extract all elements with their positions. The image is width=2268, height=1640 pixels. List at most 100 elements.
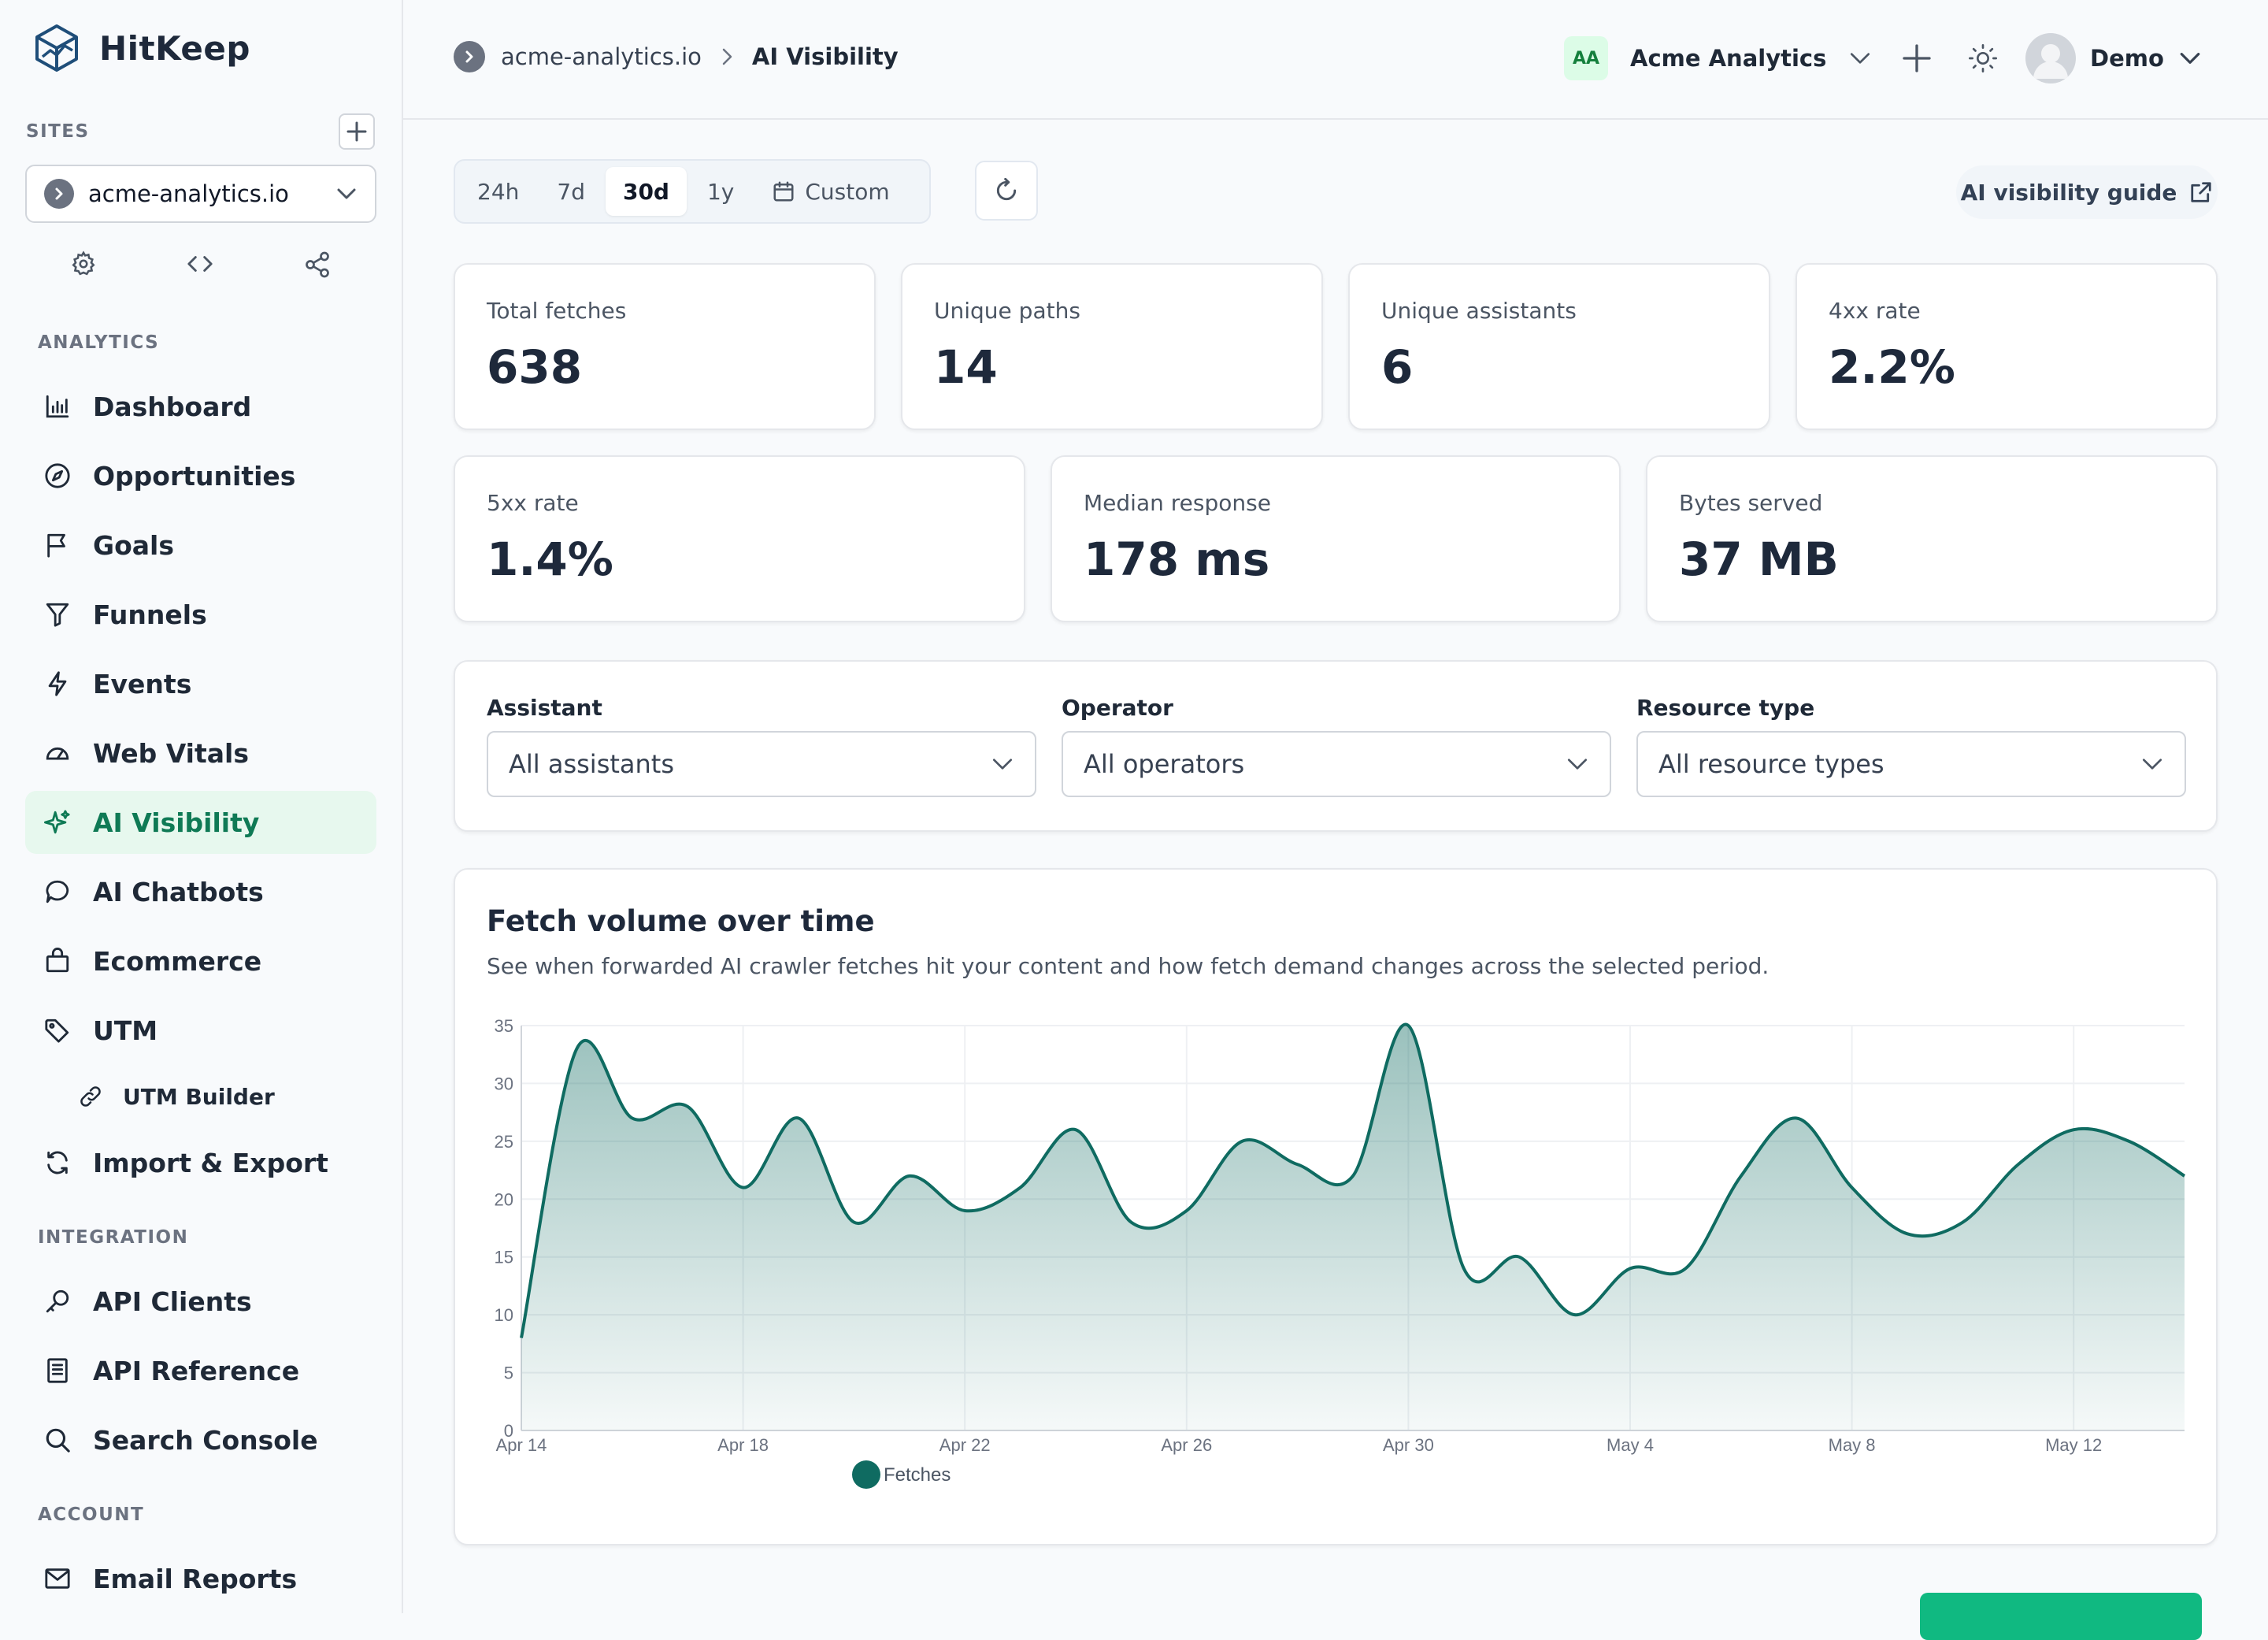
range-30d-button[interactable]: 30d: [606, 167, 687, 216]
sidebar-item-email-reports[interactable]: Email Reports: [25, 1547, 376, 1610]
search-icon: [43, 1425, 72, 1455]
sidebar-item-opportunities[interactable]: Opportunities: [25, 444, 376, 507]
theme-sun-icon[interactable]: [1967, 43, 1999, 74]
sidebar-item-label: Dashboard: [93, 391, 251, 422]
stat-card-unique-paths: Unique paths 14: [901, 263, 1323, 430]
mail-icon: [43, 1564, 72, 1594]
stat-label: 4xx rate: [1829, 298, 1921, 324]
stat-value: 2.2%: [1829, 340, 1955, 394]
primary-action-button[interactable]: [1920, 1593, 2202, 1640]
range-24h-button[interactable]: 24h: [460, 167, 536, 216]
sidebar-item-api-clients[interactable]: API Clients: [25, 1270, 376, 1333]
add-site-button[interactable]: [339, 113, 375, 150]
ai-visibility-guide-button[interactable]: AI visibility guide: [1956, 165, 2218, 219]
filter-label-assistant: Assistant: [487, 695, 602, 721]
filters-panel: Assistant All assistants Operator All op…: [454, 660, 2218, 832]
sidebar-item-utm[interactable]: UTM: [25, 999, 376, 1062]
stat-card-4xx-rate: 4xx rate 2.2%: [1796, 263, 2218, 430]
link-icon: [76, 1082, 106, 1111]
sidebar-item-api-reference[interactable]: API Reference: [25, 1339, 376, 1402]
chevron-down-icon: [1566, 752, 1589, 776]
y-tick-label: 35: [495, 1016, 513, 1036]
sidebar-item-ai-visibility[interactable]: AI Visibility: [25, 791, 376, 854]
x-tick-label: Apr 22: [939, 1435, 991, 1455]
bar-chart-icon: [43, 391, 72, 421]
calendar-icon: [772, 180, 795, 203]
y-tick-label: 25: [495, 1132, 513, 1152]
refresh-icon: [994, 178, 1019, 203]
sidebar: HitKeep SITES acme-analytics.io ANALYTIC…: [0, 0, 403, 1613]
sidebar-item-ai-chatbots[interactable]: AI Chatbots: [25, 860, 376, 923]
filter-label-operator: Operator: [1062, 695, 1173, 721]
range-1y-button[interactable]: 1y: [690, 167, 751, 216]
stat-label: Total fetches: [487, 298, 626, 324]
range-custom-button[interactable]: Custom: [754, 167, 906, 216]
chevron-down-icon: [1848, 46, 1872, 70]
app-logo[interactable]: HitKeep: [35, 24, 250, 72]
org-name: Acme Analytics: [1630, 45, 1826, 72]
sparkles-icon: [43, 807, 72, 837]
selected-site: acme-analytics.io: [88, 180, 321, 207]
compass-icon: [43, 461, 72, 491]
sidebar-item-funnels[interactable]: Funnels: [25, 583, 376, 646]
operator-select-value: All operators: [1084, 749, 1244, 779]
sidebar-item-goals[interactable]: Goals: [25, 514, 376, 577]
sidebar-item-search-console[interactable]: Search Console: [25, 1408, 376, 1471]
section-integration: INTEGRATION: [38, 1227, 188, 1248]
bolt-icon: [43, 669, 72, 699]
flag-icon: [43, 530, 72, 560]
sidebar-item-label: API Reference: [93, 1356, 299, 1386]
code-icon[interactable]: [186, 250, 214, 279]
stat-card-5xx-rate: 5xx rate 1.4%: [454, 455, 1025, 622]
guide-label: AI visibility guide: [1961, 180, 2177, 206]
stat-value: 14: [934, 340, 998, 394]
legend-label-fetches: Fetches: [884, 1464, 951, 1486]
sidebar-item-ecommerce[interactable]: Ecommerce: [25, 929, 376, 993]
stat-card-unique-assistants: Unique assistants 6: [1348, 263, 1770, 430]
sidebar-item-dashboard[interactable]: Dashboard: [25, 375, 376, 438]
refresh-button[interactable]: [975, 161, 1038, 221]
gear-icon[interactable]: [70, 250, 97, 279]
sites-heading: SITES: [26, 121, 90, 142]
site-select[interactable]: acme-analytics.io: [25, 165, 376, 223]
y-tick-label: 30: [495, 1074, 513, 1093]
y-tick-label: 20: [495, 1189, 513, 1209]
stat-value: 638: [487, 340, 582, 394]
sidebar-item-label: Search Console: [93, 1425, 318, 1456]
x-tick-label: May 4: [1606, 1435, 1654, 1455]
chevron-down-icon: [991, 752, 1014, 776]
y-tick-label: 10: [495, 1305, 513, 1325]
sidebar-item-utm-builder[interactable]: UTM Builder: [68, 1073, 376, 1120]
stat-label: Unique assistants: [1381, 298, 1577, 324]
sidebar-item-import-export[interactable]: Import & Export: [25, 1131, 376, 1194]
sidebar-item-label: Ecommerce: [93, 946, 261, 977]
site-favicon-icon: [454, 41, 485, 72]
breadcrumb-site[interactable]: acme-analytics.io: [501, 43, 702, 70]
x-tick-label: May 8: [1829, 1435, 1876, 1455]
user-menu[interactable]: Demo: [2025, 33, 2202, 83]
plus-icon[interactable]: [1901, 43, 1933, 74]
sync-icon: [43, 1148, 72, 1178]
hitkeep-logo-icon: [35, 24, 79, 72]
chevron-right-icon: [717, 47, 736, 66]
chevron-down-icon: [335, 183, 358, 205]
sidebar-item-label: Opportunities: [93, 461, 295, 492]
sidebar-item-events[interactable]: Events: [25, 652, 376, 715]
legend-swatch-fetches: [852, 1460, 880, 1489]
document-icon: [43, 1356, 72, 1386]
date-range-selector: 24h 7d 30d 1y Custom: [454, 159, 931, 224]
sidebar-item-label: UTM: [93, 1015, 158, 1046]
operator-select[interactable]: All operators: [1062, 731, 1611, 797]
resource-type-select[interactable]: All resource types: [1636, 731, 2186, 797]
site-favicon-icon: [44, 179, 74, 209]
stat-value: 37 MB: [1679, 532, 1839, 586]
site-tools: [25, 250, 376, 279]
org-switcher[interactable]: AA Acme Analytics: [1564, 36, 1872, 80]
assistant-select[interactable]: All assistants: [487, 731, 1036, 797]
sidebar-item-web-vitals[interactable]: Web Vitals: [25, 722, 376, 785]
range-7d-button[interactable]: 7d: [539, 167, 602, 216]
fetch-volume-chart-card: Fetch volume over time See when forwarde…: [454, 868, 2218, 1545]
stat-label: Median response: [1084, 490, 1271, 516]
series-area-fill: [521, 1025, 2185, 1430]
share-icon[interactable]: [303, 250, 332, 279]
